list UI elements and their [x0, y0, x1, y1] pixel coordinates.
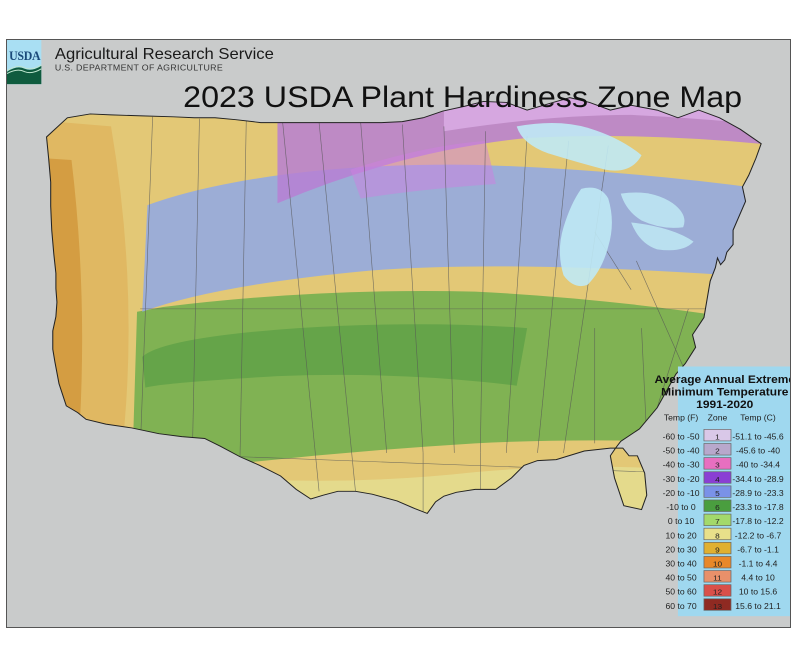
- svg-text:-17.8 to -12.2: -17.8 to -12.2: [732, 516, 784, 526]
- svg-text:13: 13: [713, 602, 723, 611]
- svg-text:9: 9: [715, 545, 720, 554]
- svg-text:-6.7 to -1.1: -6.7 to -1.1: [737, 544, 779, 554]
- svg-text:-20 to -10: -20 to -10: [662, 488, 699, 498]
- svg-text:U.S. DEPARTMENT OF AGRICULTURE: U.S. DEPARTMENT OF AGRICULTURE: [55, 63, 223, 73]
- svg-text:Temp (F): Temp (F): [664, 412, 699, 422]
- svg-text:-60 to -50: -60 to -50: [662, 431, 699, 441]
- svg-text:-50 to -40: -50 to -40: [662, 446, 699, 456]
- svg-text:-40 to -30: -40 to -30: [662, 460, 699, 470]
- svg-text:40 to 50: 40 to 50: [665, 573, 697, 583]
- svg-text:Agricultural Research Service: Agricultural Research Service: [55, 46, 274, 62]
- svg-text:12: 12: [713, 588, 723, 597]
- svg-text:2023 USDA Plant Hardiness Zone: 2023 USDA Plant Hardiness Zone Map: [183, 80, 742, 114]
- svg-text:-1.1 to 4.4: -1.1 to 4.4: [738, 558, 777, 568]
- svg-text:50 to 60: 50 to 60: [665, 587, 697, 597]
- svg-text:0 to 10: 0 to 10: [668, 516, 695, 526]
- svg-text:-34.4 to -28.9: -34.4 to -28.9: [732, 474, 784, 484]
- svg-text:10: 10: [713, 559, 723, 568]
- svg-text:30 to 40: 30 to 40: [665, 558, 697, 568]
- svg-text:8: 8: [715, 531, 720, 540]
- svg-text:6: 6: [715, 503, 720, 512]
- svg-text:-28.9 to -23.3: -28.9 to -23.3: [732, 488, 784, 498]
- svg-text:15.6 to 21.1: 15.6 to 21.1: [735, 601, 781, 611]
- svg-text:-45.6 to -40: -45.6 to -40: [736, 446, 780, 456]
- svg-text:-12.2 to -6.7: -12.2 to -6.7: [734, 530, 781, 540]
- svg-text:3: 3: [715, 461, 720, 470]
- svg-text:20 to 30: 20 to 30: [665, 544, 697, 554]
- svg-text:11: 11: [713, 574, 722, 583]
- svg-text:10 to 15.6: 10 to 15.6: [739, 587, 778, 597]
- svg-text:60 to 70: 60 to 70: [665, 601, 697, 611]
- svg-text:1991-2020: 1991-2020: [696, 399, 753, 411]
- svg-text:USDA: USDA: [9, 48, 41, 62]
- svg-text:Zone: Zone: [707, 412, 727, 422]
- svg-text:-40 to -34.4: -40 to -34.4: [736, 460, 780, 470]
- svg-text:Temp (C): Temp (C): [740, 412, 776, 422]
- svg-text:Minimum Temperature: Minimum Temperature: [661, 386, 788, 398]
- svg-text:-10 to 0: -10 to 0: [666, 502, 696, 512]
- svg-text:2: 2: [715, 446, 720, 455]
- svg-text:-23.3 to -17.8: -23.3 to -17.8: [732, 502, 784, 512]
- svg-text:Average Annual Extreme: Average Annual Extreme: [654, 374, 790, 386]
- svg-text:1: 1: [715, 432, 720, 441]
- svg-text:5: 5: [715, 489, 720, 498]
- svg-text:-30 to -20: -30 to -20: [662, 474, 699, 484]
- svg-text:4: 4: [715, 475, 720, 484]
- svg-text:-51.1 to -45.6: -51.1 to -45.6: [732, 431, 784, 441]
- svg-text:7: 7: [715, 517, 720, 526]
- svg-text:10 to 20: 10 to 20: [665, 530, 697, 540]
- svg-text:4.4 to 10: 4.4 to 10: [741, 573, 775, 583]
